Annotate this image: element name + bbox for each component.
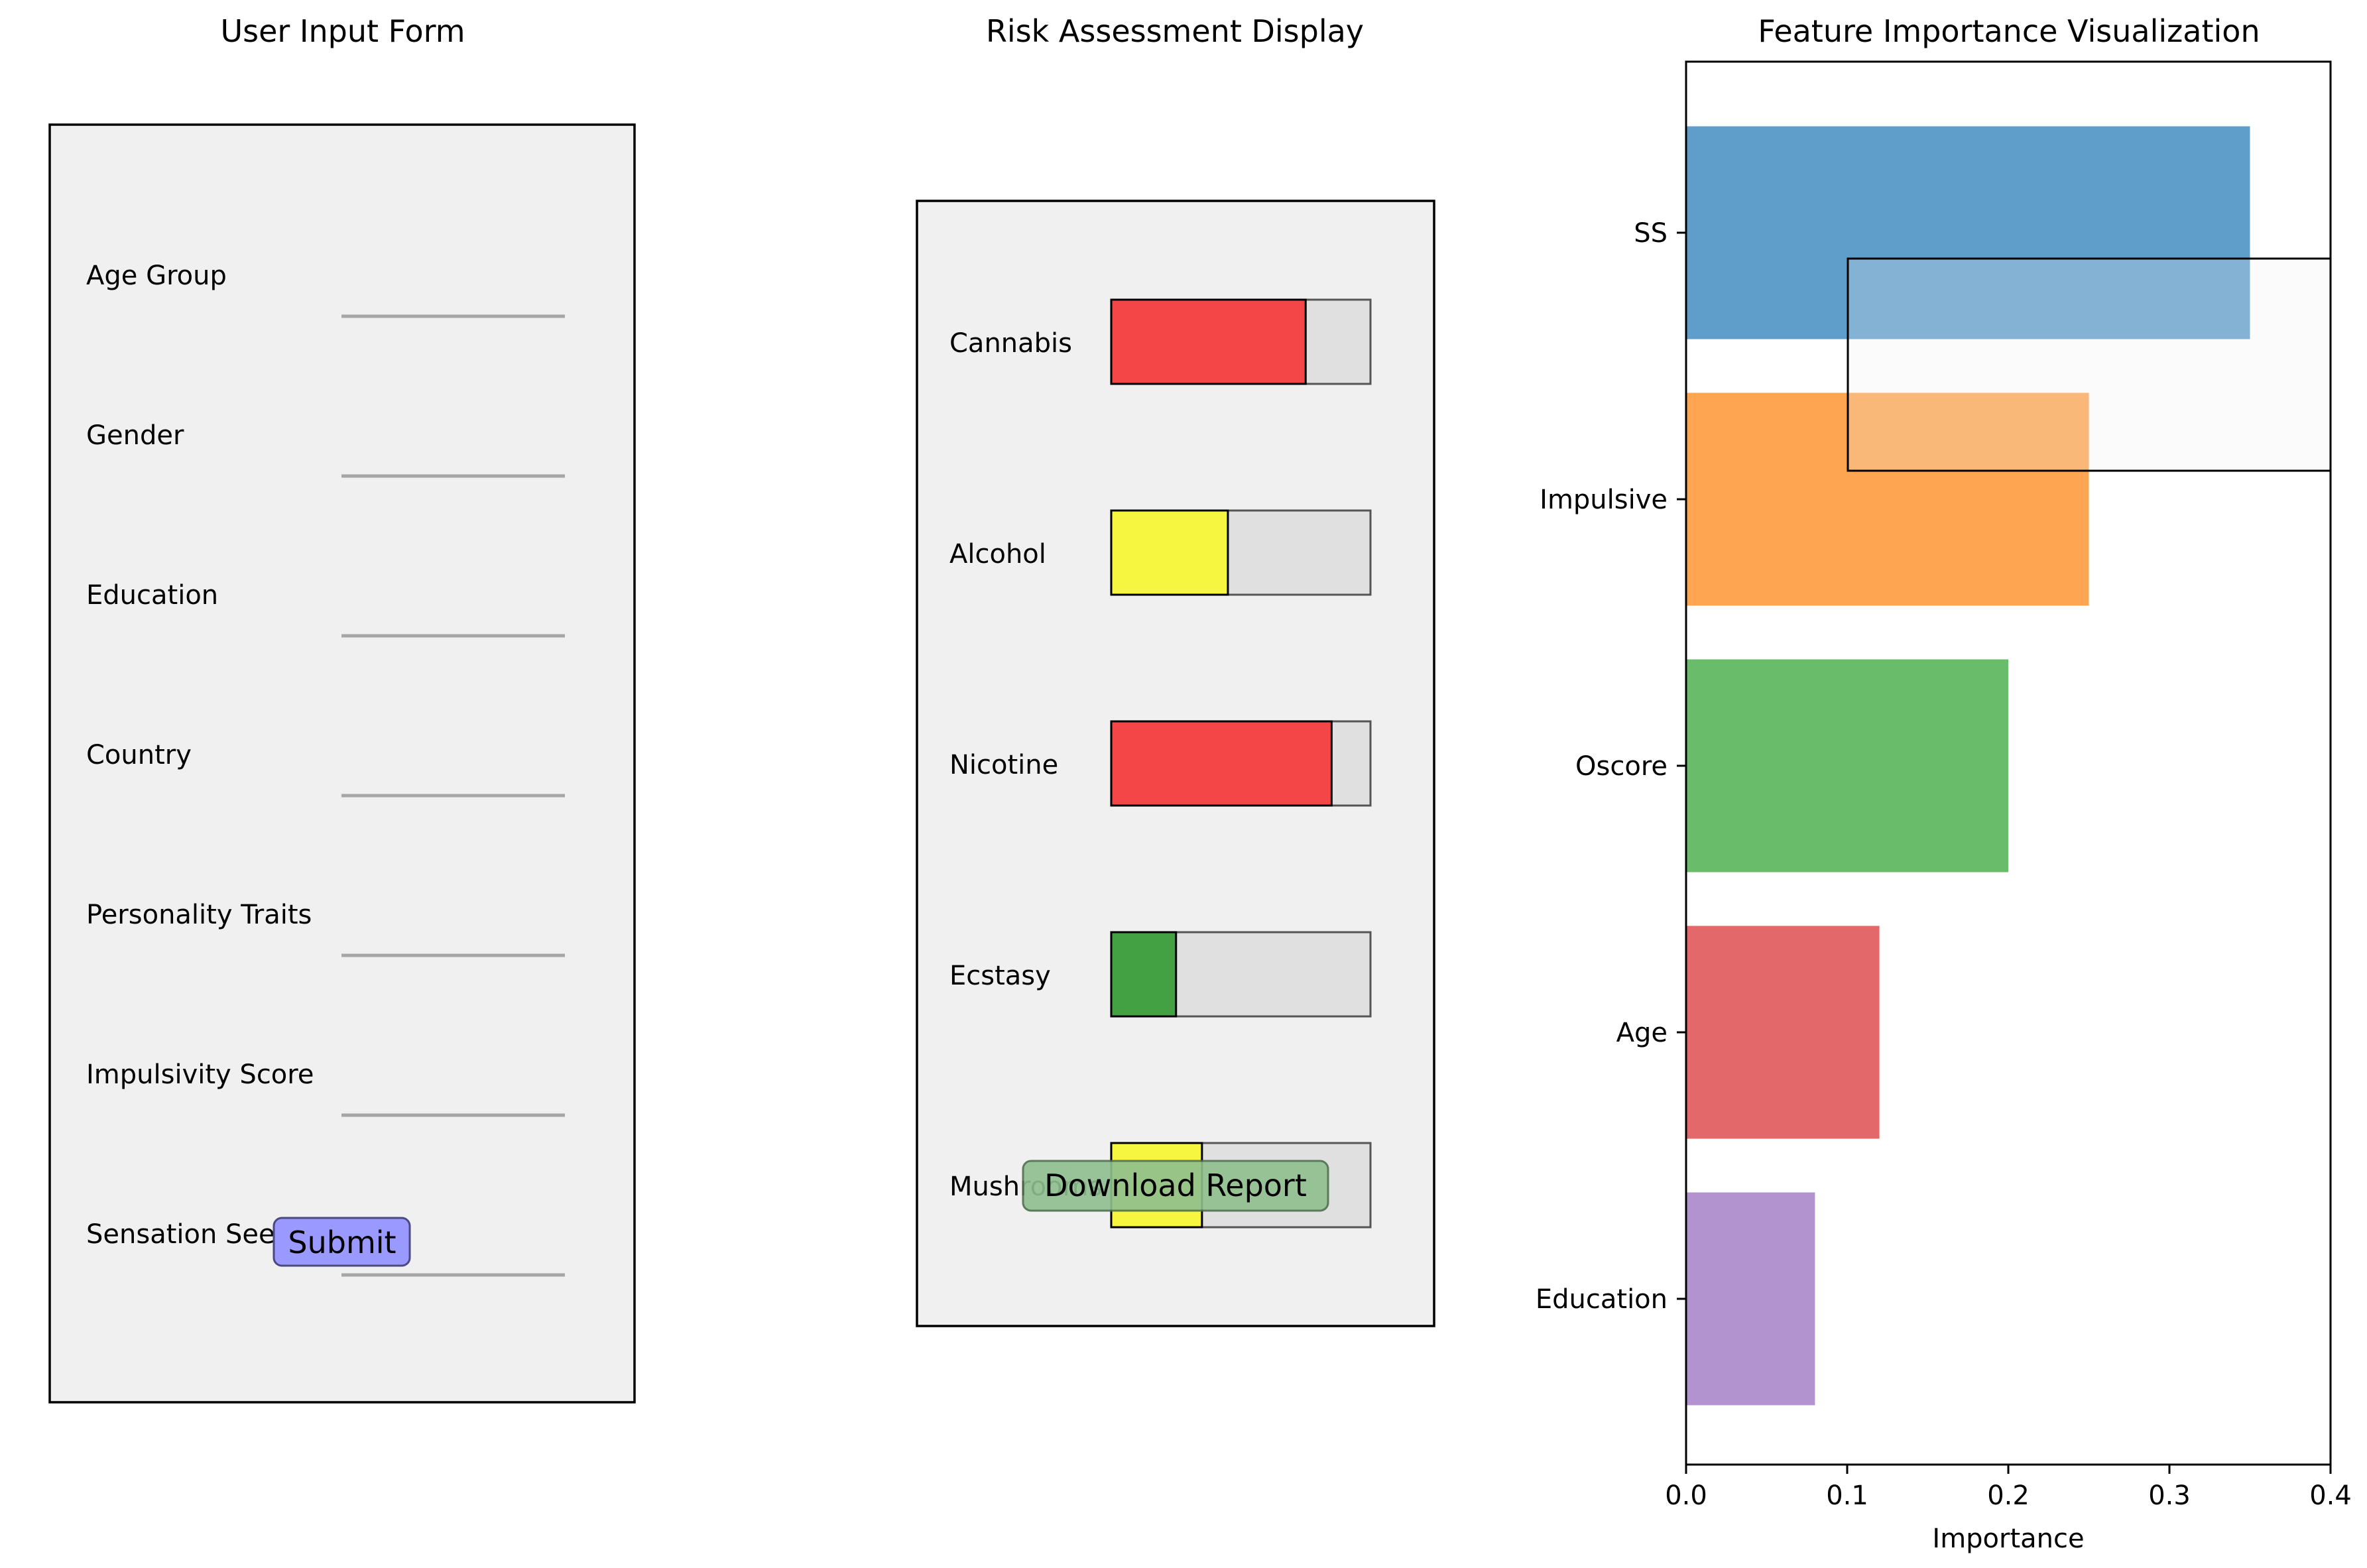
bar-impulsive — [1686, 392, 2089, 606]
form-field: Age Group — [86, 261, 565, 318]
risk-item-label: Nicotine — [949, 750, 1058, 780]
x-tick-label: 0.1 — [1826, 1480, 1868, 1511]
risk-level-bar — [1110, 509, 1229, 596]
form-field: Gender — [86, 420, 565, 478]
chart-x-label: Importance — [1932, 1524, 2084, 1554]
form-field: Country — [86, 740, 565, 798]
y-tick-label: Oscore — [1575, 751, 1668, 782]
form-background — [48, 123, 636, 1404]
risk-level-bar — [1110, 720, 1333, 807]
risk-title: Risk Assessment Display — [986, 13, 1364, 49]
risk-item: Nicotine — [949, 720, 1372, 807]
form-field-label: Impulsivity Score — [86, 1059, 314, 1090]
risk-assessment-display: Risk Assessment Display Cannabis Alcohol N… — [916, 13, 1435, 1327]
submit-button-bg[interactable] — [273, 1217, 411, 1267]
x-tick-label: 0.0 — [1665, 1480, 1707, 1511]
risk-item: Cannabis — [949, 298, 1372, 385]
x-tick-label: 0.4 — [2309, 1480, 2352, 1511]
risk-item-label: Alcohol — [949, 539, 1046, 570]
form-field-label: Education — [86, 580, 218, 611]
risk-item: Alcohol — [949, 509, 1372, 596]
form-field: Personality Traits — [86, 900, 565, 957]
chart-bars — [1686, 126, 2250, 1406]
form-field-label: Personality Traits — [86, 900, 312, 930]
y-tick-label: Age — [1616, 1018, 1668, 1048]
y-tick-label: SS — [1634, 218, 1668, 249]
submit-button-label[interactable]: Submit — [288, 1225, 396, 1260]
bar-age — [1686, 926, 1880, 1139]
chart-x-axis: 0.0 0.1 0.2 0.3 0.4 — [1665, 1465, 2352, 1511]
bar-ss — [1686, 126, 2250, 339]
y-tick-label: Education — [1536, 1284, 1668, 1315]
risk-item-label: Ecstasy — [949, 961, 1051, 991]
chart-y-axis: SS Impulsive Oscore Age Education — [1536, 218, 1686, 1315]
bar-education — [1686, 1192, 1815, 1406]
download-report-button[interactable]: Download Report — [1022, 1160, 1329, 1212]
x-tick-label: 0.3 — [2148, 1480, 2191, 1511]
form-field-label: Gender — [86, 420, 184, 451]
x-tick-label: 0.2 — [1987, 1480, 2030, 1511]
form-field: Education — [86, 580, 565, 638]
download-report-button-label[interactable]: Download Report — [1044, 1168, 1307, 1203]
bar-oscore — [1686, 659, 2008, 873]
risk-item: Ecstasy — [949, 931, 1372, 1018]
download-report-button-bg[interactable] — [1022, 1160, 1329, 1212]
risk-level-bar — [1110, 931, 1178, 1018]
form-field: Impulsivity Score — [86, 1059, 565, 1117]
risk-level-bar — [1110, 298, 1307, 385]
user-input-form: User Input Form Age Group Gender Education… — [48, 13, 636, 1404]
overlay-box — [1847, 257, 2332, 472]
feature-importance-chart: Feature Importance Visualization SS Impul… — [1536, 13, 2352, 1554]
form-field-label: Country — [86, 740, 192, 770]
form-title: User Input Form — [220, 13, 465, 49]
y-tick-label: Impulsive — [1540, 485, 1668, 515]
risk-item-label: Cannabis — [949, 328, 1072, 359]
form-field-label: Age Group — [86, 261, 227, 291]
chart-title: Feature Importance Visualization — [1758, 13, 2260, 49]
submit-button[interactable]: Submit — [273, 1217, 411, 1267]
